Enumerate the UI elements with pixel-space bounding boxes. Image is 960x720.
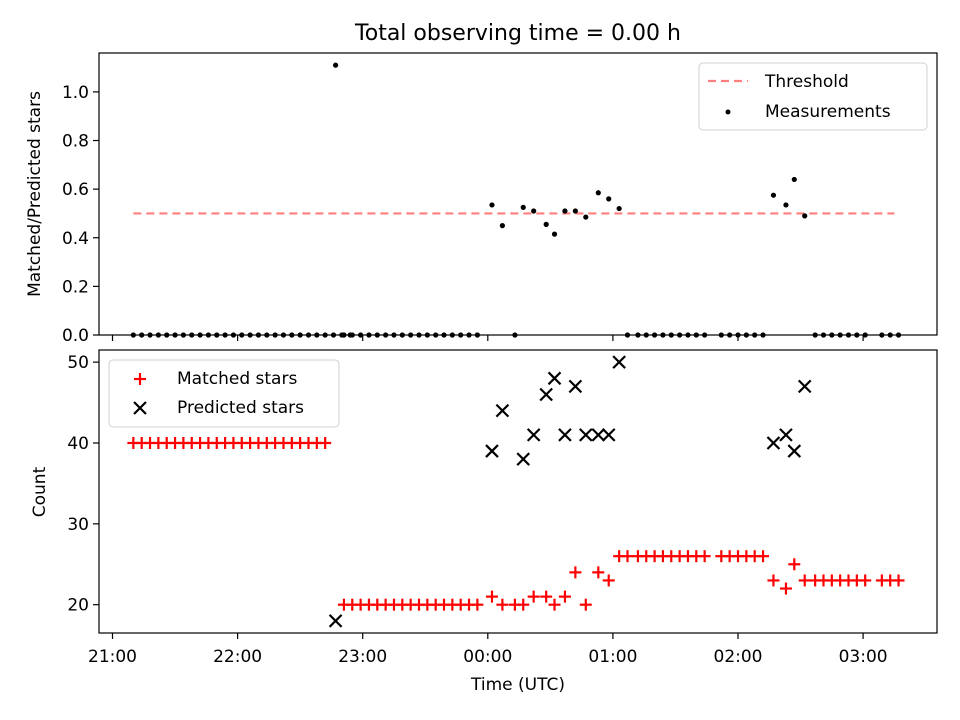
legend-predicted-label: Predicted stars: [177, 398, 304, 418]
predicted-star-point: [787, 444, 802, 458]
matched-star-point: [517, 598, 530, 611]
y-tick-label: 0.4: [62, 229, 89, 249]
bottom-y-axis-label: Count: [30, 466, 50, 517]
top-legend: Threshold Measurements: [698, 62, 928, 131]
legend-matched-swatch: [134, 373, 146, 385]
y-tick-label: 0.0: [62, 326, 89, 346]
measurement-point: [551, 231, 558, 237]
matched-star-point: [779, 582, 792, 595]
matched-star-point: [698, 550, 711, 563]
measurement-point: [572, 208, 578, 214]
bottom-legend-frame: [108, 359, 340, 428]
x-tick-label: 02:00: [714, 647, 763, 667]
y-tick-label: 30: [67, 515, 89, 535]
predicted-star-point: [547, 371, 562, 386]
matched-star-point: [592, 566, 605, 579]
measurement-point: [489, 202, 495, 208]
x-tick-label: 03:00: [839, 647, 888, 667]
matched-star-point: [859, 574, 872, 587]
measurement-point: [332, 62, 339, 68]
y-tick-label: 50: [67, 353, 89, 373]
measurement-point: [499, 223, 505, 229]
matched-star-point: [527, 590, 540, 603]
predicted-star-point: [485, 444, 499, 458]
measurement-point: [562, 208, 568, 214]
y-tick-label: 40: [67, 434, 89, 454]
measurement-point: [595, 190, 601, 196]
measurement-point: [770, 192, 777, 198]
top-axes-frame: [98, 52, 938, 336]
matched-star-point: [569, 566, 582, 579]
measurement-point: [791, 176, 797, 183]
bottom-legend: Matched stars Predicted stars: [108, 359, 340, 428]
measurement-point: [520, 204, 526, 210]
measurement-point: [616, 205, 622, 212]
y-tick-label: 1.0: [62, 83, 89, 103]
measurement-point: [606, 196, 612, 202]
matched-star-point: [558, 590, 571, 603]
matched-star-point: [548, 598, 561, 611]
bottom-y-ticks: 20 30 40 50: [67, 353, 99, 616]
x-axis-label: Time (UTC): [470, 675, 565, 695]
predicted-star-point: [568, 379, 583, 394]
predicted-star-point: [601, 428, 616, 442]
matched-star-point: [485, 590, 498, 603]
predicted-star-point: [579, 428, 593, 442]
matched-star-point: [788, 558, 801, 571]
legend-measurements-swatch: [725, 109, 731, 115]
predicted-stars-points: [328, 355, 812, 628]
x-tick-label: 00:00: [463, 647, 512, 667]
y-tick-label: 0.6: [62, 180, 89, 200]
predicted-star-point: [328, 614, 343, 628]
matched-stars-points: [127, 436, 905, 611]
predicted-star-point: [526, 428, 541, 442]
measurement-point: [583, 214, 589, 220]
predicted-star-point: [495, 403, 510, 418]
legend-predicted-swatch: [133, 401, 147, 415]
chart-title: Total observing time = 0.00 h: [354, 21, 681, 46]
bottom-panel: 20 30 40 50 21:00 22:00 23:00 00:00 01:00 02:00 0…: [30, 349, 938, 695]
top-panel: 0.0 0.2 0.4 0.6 0.8 1.0 Matched/Predicted sta…: [25, 52, 938, 346]
bottom-x-ticks: 21:00 22:00 23:00 00:00 01:00 02:00 03:00: [88, 633, 888, 667]
top-legend-frame: [698, 62, 928, 131]
predicted-star-point: [766, 436, 781, 450]
matched-star-point: [798, 574, 811, 587]
predicted-star-point: [612, 355, 626, 369]
matched-star-point: [496, 598, 509, 611]
y-tick-label: 20: [67, 596, 89, 616]
legend-measurements-label: Measurements: [765, 102, 891, 122]
matched-star-point: [319, 436, 332, 449]
legend-threshold-label: Threshold: [764, 72, 849, 92]
x-tick-label: 01:00: [588, 647, 637, 667]
matched-star-point: [757, 550, 770, 563]
x-tick-label: 22:00: [213, 647, 262, 667]
matched-star-point: [767, 574, 780, 587]
legend-matched-label: Matched stars: [177, 369, 297, 389]
matched-star-point: [471, 598, 484, 611]
predicted-star-point: [539, 387, 553, 402]
matched-star-point: [892, 574, 905, 587]
measurement-point: [531, 208, 537, 214]
predicted-star-point: [591, 428, 606, 442]
predicted-star-point: [516, 452, 531, 466]
matched-star-point: [602, 574, 615, 587]
measurement-point: [543, 221, 549, 227]
measurement-point: [802, 213, 808, 219]
y-tick-label: 0.8: [62, 132, 89, 152]
x-tick-label: 21:00: [88, 647, 137, 667]
matched-star-point: [579, 598, 592, 611]
measurement-point: [783, 202, 789, 208]
x-tick-label: 23:00: [338, 647, 387, 667]
top-y-axis-label: Matched/Predicted stars: [25, 91, 45, 297]
predicted-star-point: [558, 428, 572, 442]
top-y-ticks: 0.0 0.2 0.4 0.6 0.8 1.0: [62, 83, 99, 346]
bottom-axes-frame: [98, 349, 938, 634]
predicted-star-point: [797, 379, 812, 394]
matched-star-point: [540, 590, 553, 603]
matched-star-point: [621, 550, 634, 563]
predicted-star-point: [779, 428, 793, 442]
y-tick-label: 0.2: [62, 277, 89, 297]
